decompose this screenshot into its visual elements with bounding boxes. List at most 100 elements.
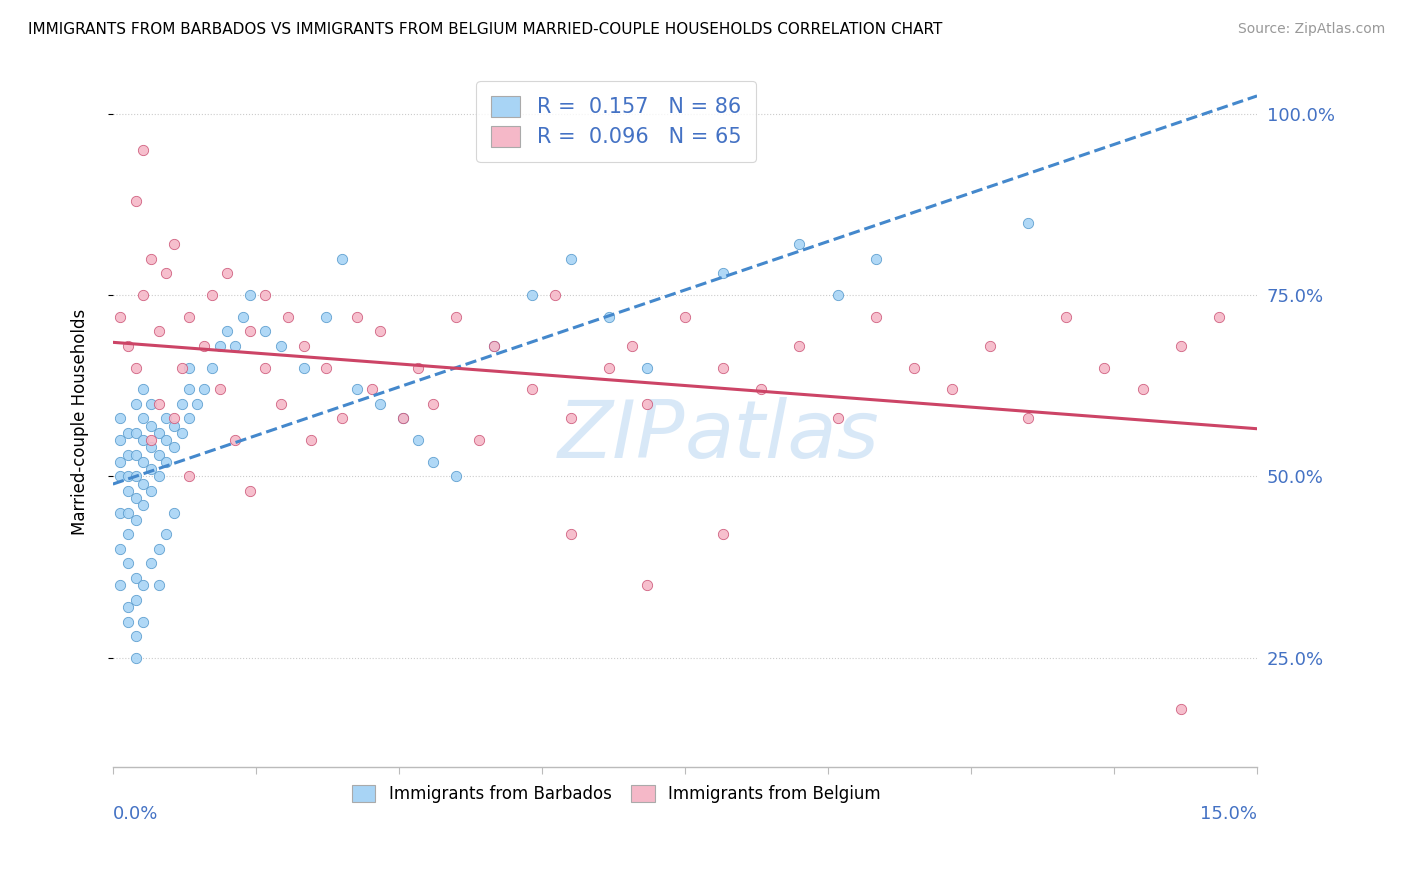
Point	[330, 411, 353, 425]
Point	[522, 288, 544, 302]
Point	[132, 383, 155, 397]
Point	[186, 397, 208, 411]
Point	[544, 288, 567, 302]
Point	[132, 476, 155, 491]
Text: 0.0%: 0.0%	[112, 805, 159, 823]
Point	[598, 360, 620, 375]
Point	[270, 339, 292, 353]
Point	[125, 360, 148, 375]
Text: IMMIGRANTS FROM BARBADOS VS IMMIGRANTS FROM BELGIUM MARRIED-COUPLE HOUSEHOLDS CO: IMMIGRANTS FROM BARBADOS VS IMMIGRANTS F…	[28, 22, 942, 37]
Point	[148, 324, 170, 338]
Point	[361, 383, 384, 397]
Point	[1017, 215, 1039, 229]
Point	[239, 483, 262, 498]
Point	[110, 411, 132, 425]
Point	[315, 310, 337, 324]
Point	[139, 252, 162, 266]
Point	[201, 360, 224, 375]
Point	[125, 571, 148, 585]
Point	[179, 360, 201, 375]
Point	[117, 448, 139, 462]
Point	[110, 433, 132, 447]
Point	[292, 339, 315, 353]
Point	[598, 310, 620, 324]
Point	[865, 310, 887, 324]
Point	[346, 383, 368, 397]
Point	[1132, 383, 1154, 397]
Text: ZIP: ZIP	[558, 397, 685, 475]
Point	[148, 578, 170, 592]
Point	[155, 266, 177, 280]
Point	[117, 339, 139, 353]
Point	[346, 310, 368, 324]
Point	[620, 339, 643, 353]
Point	[110, 541, 132, 556]
Point	[254, 360, 277, 375]
Point	[277, 310, 299, 324]
Point	[422, 455, 444, 469]
Point	[148, 448, 170, 462]
Point	[903, 360, 925, 375]
Point	[299, 433, 322, 447]
Point	[139, 441, 162, 455]
Legend: Immigrants from Barbados, Immigrants from Belgium: Immigrants from Barbados, Immigrants fro…	[346, 779, 887, 810]
Point	[560, 252, 582, 266]
Point	[155, 527, 177, 541]
Point	[148, 425, 170, 440]
Text: Source: ZipAtlas.com: Source: ZipAtlas.com	[1237, 22, 1385, 37]
Point	[217, 266, 239, 280]
Point	[132, 288, 155, 302]
Point	[522, 383, 544, 397]
Point	[636, 397, 658, 411]
Point	[132, 411, 155, 425]
Point	[110, 469, 132, 483]
Point	[254, 324, 277, 338]
Point	[132, 615, 155, 629]
Point	[406, 433, 429, 447]
Point	[711, 360, 734, 375]
Point	[163, 441, 186, 455]
Point	[827, 411, 849, 425]
Point	[560, 411, 582, 425]
Point	[239, 288, 262, 302]
Point	[139, 433, 162, 447]
Point	[148, 541, 170, 556]
Point	[132, 143, 155, 157]
Point	[110, 578, 132, 592]
Point	[391, 411, 413, 425]
Point	[201, 288, 224, 302]
Point	[125, 592, 148, 607]
Point	[132, 499, 155, 513]
Point	[749, 383, 772, 397]
Point	[170, 425, 193, 440]
Point	[117, 615, 139, 629]
Point	[163, 411, 186, 425]
Text: 15.0%: 15.0%	[1201, 805, 1257, 823]
Point	[148, 397, 170, 411]
Point	[125, 650, 148, 665]
Point	[163, 506, 186, 520]
Point	[468, 433, 491, 447]
Point	[979, 339, 1001, 353]
Point	[193, 339, 215, 353]
Point	[484, 339, 506, 353]
Point	[711, 527, 734, 541]
Point	[636, 360, 658, 375]
Point	[110, 506, 132, 520]
Point	[1017, 411, 1039, 425]
Point	[125, 629, 148, 643]
Point	[117, 469, 139, 483]
Point	[179, 310, 201, 324]
Point	[125, 513, 148, 527]
Point	[117, 557, 139, 571]
Point	[789, 339, 811, 353]
Point	[484, 339, 506, 353]
Point	[827, 288, 849, 302]
Point	[224, 433, 246, 447]
Point	[789, 237, 811, 252]
Point	[239, 324, 262, 338]
Point	[254, 288, 277, 302]
Point	[117, 506, 139, 520]
Point	[368, 397, 391, 411]
Point	[170, 397, 193, 411]
